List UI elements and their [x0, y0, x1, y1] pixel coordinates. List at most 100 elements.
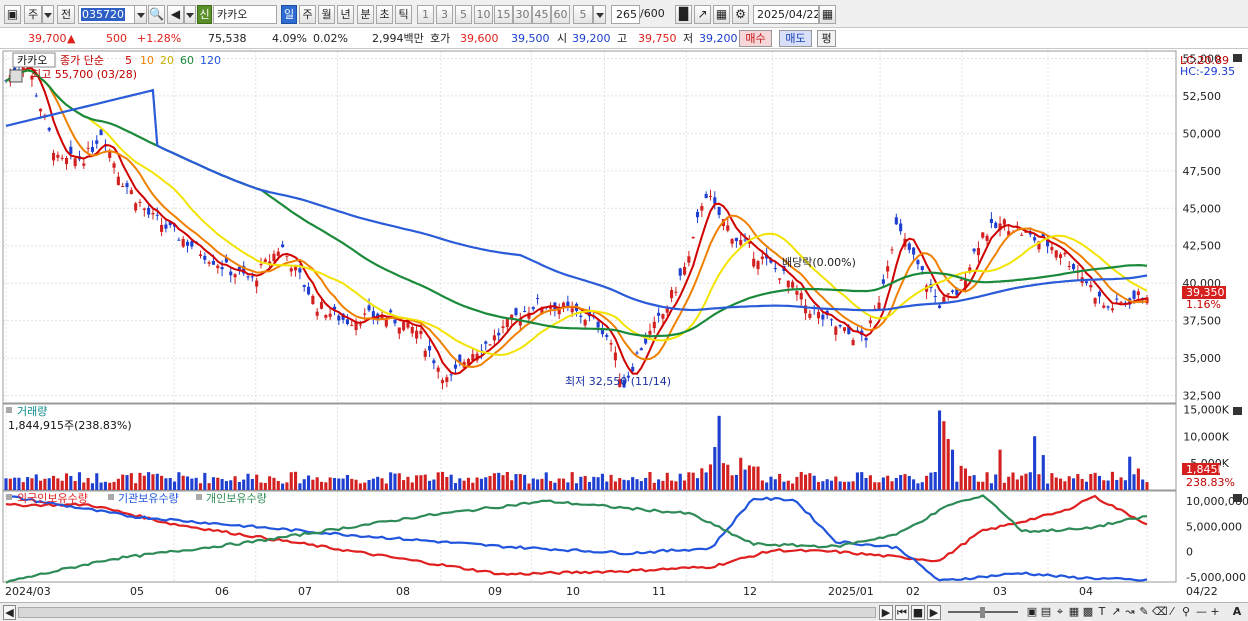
volume-bar — [622, 479, 626, 490]
volume-bar — [536, 479, 540, 490]
change-arrow-icon: ▲ — [67, 32, 76, 45]
interval-30[interactable]: 30 — [513, 5, 532, 24]
lc-label: LC:20.89 — [1180, 54, 1229, 67]
zoom-icon[interactable]: ⚲ — [1181, 605, 1191, 618]
volume-bar — [791, 483, 795, 490]
calendar-icon[interactable]: ▦ — [819, 5, 836, 24]
interval-45[interactable]: 45 — [532, 5, 551, 24]
volume-bar — [449, 474, 453, 490]
candle-body — [670, 290, 674, 299]
volume-bar — [1071, 478, 1076, 490]
grid-icon[interactable]: ▦ — [1068, 605, 1080, 618]
candle-body — [440, 380, 445, 384]
volume-bar — [985, 472, 989, 490]
line-tool-icon[interactable]: ⁄ — [1171, 605, 1173, 618]
volume-bar — [155, 473, 159, 490]
turnover-rate: 0.02% — [313, 32, 348, 45]
tab-daily[interactable]: 일 — [281, 5, 297, 24]
period-main-select[interactable]: 주 — [24, 5, 42, 24]
draw-icon[interactable]: ✎ — [1139, 605, 1149, 618]
volume-bar — [955, 481, 959, 490]
print-icon[interactable]: ▩ — [1082, 605, 1094, 618]
zoom-out-icon[interactable]: — — [1196, 605, 1207, 618]
candle-body — [190, 241, 194, 247]
tab-yearly[interactable]: 년 — [337, 5, 354, 24]
zoom-in-icon[interactable]: + — [1210, 605, 1220, 618]
save-icon[interactable]: ▦ — [713, 5, 730, 24]
price-panel-close-icon[interactable] — [1233, 54, 1242, 62]
volume-panel-close-icon[interactable] — [1233, 407, 1242, 415]
interval-3[interactable]: 3 — [436, 5, 453, 24]
x-axis-label: 12 — [743, 585, 757, 598]
volume-bar — [626, 480, 630, 490]
text-icon[interactable]: T — [1098, 605, 1106, 618]
stock-code-input[interactable]: 035720 — [78, 5, 135, 24]
scroll-left-icon[interactable]: ◀ — [3, 605, 16, 620]
volume-bar — [281, 483, 285, 490]
stop-icon[interactable]: ■ — [911, 605, 925, 620]
volume-bar — [380, 478, 384, 490]
font-size-icon[interactable]: A — [1232, 605, 1242, 618]
search-icon[interactable]: 🔍 — [148, 5, 165, 24]
layout-icon[interactable]: ▣ — [1026, 605, 1038, 618]
stock-code-dropdown[interactable] — [134, 5, 147, 24]
tab-minute[interactable]: 분 — [357, 5, 374, 24]
volume-bar — [354, 479, 358, 490]
volume-bar — [976, 481, 980, 490]
play-icon[interactable]: ▶ — [927, 605, 941, 620]
copy-icon[interactable]: ▤ — [1040, 605, 1052, 618]
eraser-icon[interactable]: ⌫ — [1152, 605, 1168, 618]
scroll-right-icon[interactable]: ▶ — [879, 605, 893, 620]
interval-10[interactable]: 10 — [474, 5, 493, 24]
count-input[interactable]: 265 — [611, 5, 640, 24]
candle-body — [613, 352, 617, 361]
line-icon[interactable]: ↗ — [694, 5, 711, 24]
candle-body — [39, 108, 43, 112]
candle-body — [518, 319, 522, 326]
rewind-icon[interactable]: ⏮ — [895, 605, 909, 620]
channel-icon[interactable]: ↝ — [1125, 605, 1135, 618]
candle-body — [363, 313, 367, 315]
volume-bar — [77, 472, 82, 490]
zoom-slider-handle[interactable] — [980, 607, 985, 618]
date-input[interactable]: 2025/04/22 — [753, 5, 819, 24]
interval-60[interactable]: 60 — [551, 5, 570, 24]
volume-bar — [518, 474, 522, 490]
gear-icon[interactable]: ⚙ — [732, 5, 749, 24]
tab-tick[interactable]: 틱 — [395, 5, 412, 24]
stock-name-field[interactable]: 카카오 — [213, 5, 277, 24]
x-axis-label: 03 — [993, 585, 1007, 598]
flat-button[interactable]: 평 — [817, 30, 836, 47]
volume-bar — [937, 410, 942, 490]
buy-button[interactable]: 매수 — [739, 30, 772, 47]
tab-second[interactable]: 초 — [376, 5, 393, 24]
candle-body — [1089, 284, 1093, 288]
interval-value-input[interactable]: 5 — [573, 5, 593, 24]
trend-line-icon[interactable]: ↗ — [1111, 605, 1121, 618]
interval-1[interactable]: 1 — [417, 5, 434, 24]
crosshair-icon[interactable]: ⌖ — [1056, 605, 1064, 618]
candle-body — [34, 95, 38, 97]
table-toggle-icon[interactable] — [9, 69, 23, 83]
tab-weekly[interactable]: 주 — [299, 5, 316, 24]
candle-body — [168, 221, 172, 226]
legend-institution: 기관보유수량 — [118, 492, 179, 505]
candle-icon[interactable]: █ — [675, 5, 692, 24]
speaker-icon[interactable]: ◀ — [167, 5, 184, 24]
volume-bar — [855, 472, 859, 490]
sell-button[interactable]: 매도 — [779, 30, 812, 47]
interval-5[interactable]: 5 — [455, 5, 472, 24]
volume-bar — [181, 475, 185, 490]
volume-bar — [406, 476, 410, 490]
tab-monthly[interactable]: 월 — [318, 5, 335, 24]
holdings-panel-close-icon[interactable] — [1233, 494, 1242, 502]
period-main-dropdown[interactable] — [42, 5, 54, 24]
speaker-dropdown[interactable] — [184, 5, 196, 24]
interval-dropdown[interactable] — [593, 5, 606, 24]
volume-bar — [747, 465, 751, 490]
chart-type-icon[interactable]: ▣ — [4, 5, 21, 24]
interval-15[interactable]: 15 — [494, 5, 513, 24]
volume-bar — [963, 468, 968, 490]
period-prev-button[interactable]: 전 — [57, 5, 75, 24]
scrollbar-track[interactable] — [18, 607, 876, 618]
